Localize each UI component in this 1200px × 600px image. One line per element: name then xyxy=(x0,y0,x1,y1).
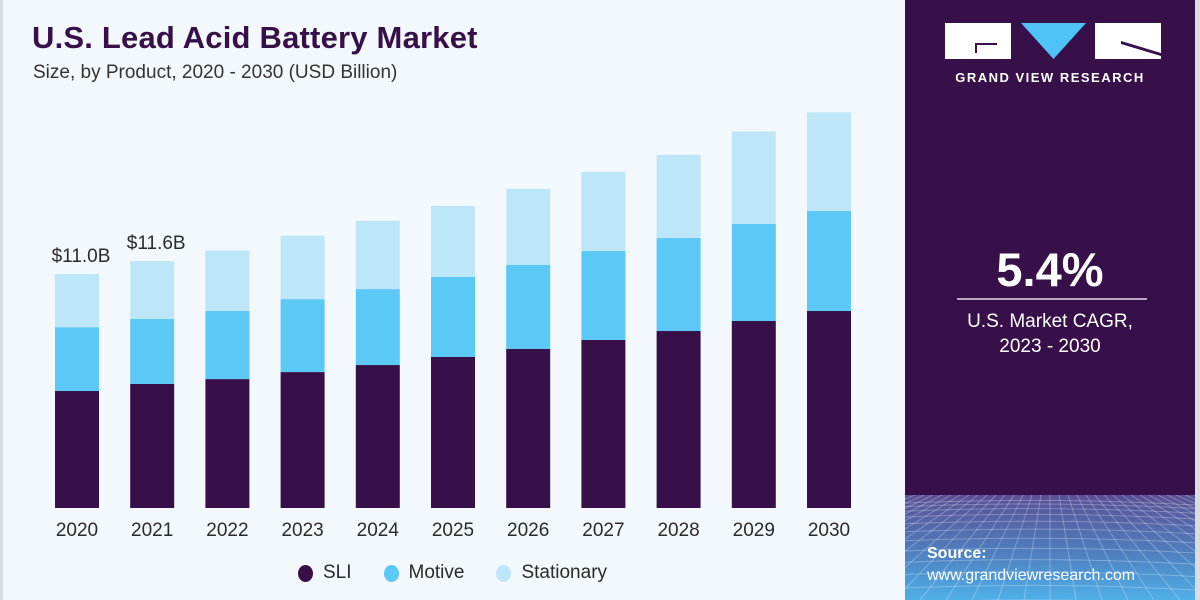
logo-text: GRAND VIEW RESEARCH xyxy=(955,70,1145,85)
bar-segment-stationary-2024 xyxy=(355,220,400,290)
bar-cap-2024 xyxy=(355,220,400,227)
x-tick-label-2030: 2030 xyxy=(808,520,850,541)
bar-segment-stationary-2027 xyxy=(581,171,626,252)
bar-segment-motive-2029 xyxy=(731,224,776,322)
decorative-grid-background xyxy=(905,495,1195,600)
bar-cap-2023 xyxy=(280,235,325,242)
info-panel: GRAND VIEW RESEARCH 5.4% U.S. Market CAG… xyxy=(905,0,1195,600)
bar-segment-sli-2022 xyxy=(205,379,250,508)
bar-cap-2027 xyxy=(581,171,626,178)
chart-title: U.S. Lead Acid Battery Market xyxy=(32,20,478,55)
bar-segment-motive-2022 xyxy=(205,311,250,380)
cagr-label: U.S. Market CAGR, 2023 - 2030 xyxy=(905,309,1195,359)
bar-cap-2028 xyxy=(656,154,701,161)
data-label-2020: $11.0B xyxy=(52,246,111,267)
bar-segment-stationary-2025 xyxy=(431,205,475,277)
bar-segment-motive-2020 xyxy=(55,327,99,391)
x-tick-label-2025: 2025 xyxy=(432,520,474,541)
bar-segment-sli-2026 xyxy=(506,348,551,508)
stacked-bar-chart: 2020 $11.0B 2021 $11.6B 2022 2023 2024 2025 2026… xyxy=(52,112,851,541)
bar-segment-motive-2021 xyxy=(130,318,175,384)
bar-segment-stationary-2020 xyxy=(55,274,99,328)
bar-segment-motive-2028 xyxy=(656,238,701,332)
bar-cap-2030 xyxy=(807,112,851,119)
bar-segment-stationary-2021 xyxy=(130,261,175,319)
bar-segment-stationary-2023 xyxy=(280,235,325,300)
bar-segment-motive-2027 xyxy=(581,251,626,340)
legend-swatch-sli xyxy=(297,564,313,582)
bar-segment-sli-2030 xyxy=(807,311,851,508)
cagr-label-line1: U.S. Market CAGR, xyxy=(967,311,1133,332)
bar-cap-2026 xyxy=(506,188,551,195)
bar-cap-2021 xyxy=(130,261,175,268)
legend-item-stationary: Stationary xyxy=(496,562,607,584)
source-url[interactable]: www.grandviewresearch.com xyxy=(927,567,1136,584)
bar-segment-motive-2025 xyxy=(431,276,475,357)
x-tick-label-2024: 2024 xyxy=(357,520,400,541)
x-tick-label-2028: 2028 xyxy=(657,520,699,541)
bar-segment-sli-2023 xyxy=(280,372,325,508)
legend-swatch-stationary xyxy=(496,564,512,582)
bar-segment-stationary-2030 xyxy=(807,112,851,212)
cagr-label-line2: 2023 - 2030 xyxy=(999,336,1101,357)
x-tick-label-2027: 2027 xyxy=(582,520,624,541)
bar-segment-motive-2024 xyxy=(355,289,400,366)
x-tick-label-2029: 2029 xyxy=(733,520,775,541)
bar-segment-motive-2023 xyxy=(280,299,325,373)
bar-segment-motive-2026 xyxy=(506,264,551,349)
chart-subtitle: Size, by Product, 2020 - 2030 (USD Billi… xyxy=(33,62,398,83)
legend-label-motive: Motive xyxy=(408,562,465,583)
left-border xyxy=(0,0,3,600)
bar-segment-sli-2021 xyxy=(130,383,175,508)
bar-segment-stationary-2029 xyxy=(731,131,776,225)
x-tick-label-2022: 2022 xyxy=(206,520,248,541)
bar-segment-sli-2027 xyxy=(581,339,626,508)
bar-segment-sli-2028 xyxy=(656,331,701,508)
bar-segment-sli-2025 xyxy=(431,356,475,508)
legend-label-stationary: Stationary xyxy=(521,562,608,583)
bar-segment-sli-2029 xyxy=(731,321,776,508)
bar-segment-motive-2030 xyxy=(807,211,851,312)
bar-cap-2029 xyxy=(731,131,776,138)
source-label: Source: xyxy=(927,545,987,562)
bar-segment-stationary-2026 xyxy=(506,188,551,265)
bar-segment-stationary-2028 xyxy=(656,154,701,239)
x-tick-label-2026: 2026 xyxy=(507,520,549,541)
x-tick-label-2023: 2023 xyxy=(281,520,323,541)
legend-swatch-motive xyxy=(383,564,399,582)
bar-cap-2025 xyxy=(431,205,475,212)
right-border xyxy=(1195,0,1200,600)
bar-cap-2020 xyxy=(55,274,99,280)
bar-segment-stationary-2022 xyxy=(205,250,250,312)
chart-legend: SLI Motive Stationary xyxy=(0,562,905,584)
legend-item-motive: Motive xyxy=(383,562,465,584)
x-tick-label-2021: 2021 xyxy=(131,520,173,541)
bar-segment-sli-2020 xyxy=(55,391,99,508)
x-tick-label-2020: 2020 xyxy=(56,520,98,541)
bar-segment-sli-2024 xyxy=(355,365,400,508)
cagr-value: 5.4% xyxy=(996,243,1104,296)
decorative-wireframe-grid-icon xyxy=(905,495,1195,600)
legend-item-sli: SLI xyxy=(297,562,352,584)
data-label-2021: $11.6B xyxy=(127,233,186,254)
bar-cap-2022 xyxy=(205,250,250,257)
grand-view-research-logo-icon xyxy=(945,23,1161,59)
cagr-divider xyxy=(957,298,1147,300)
legend-label-sli: SLI xyxy=(322,562,352,583)
